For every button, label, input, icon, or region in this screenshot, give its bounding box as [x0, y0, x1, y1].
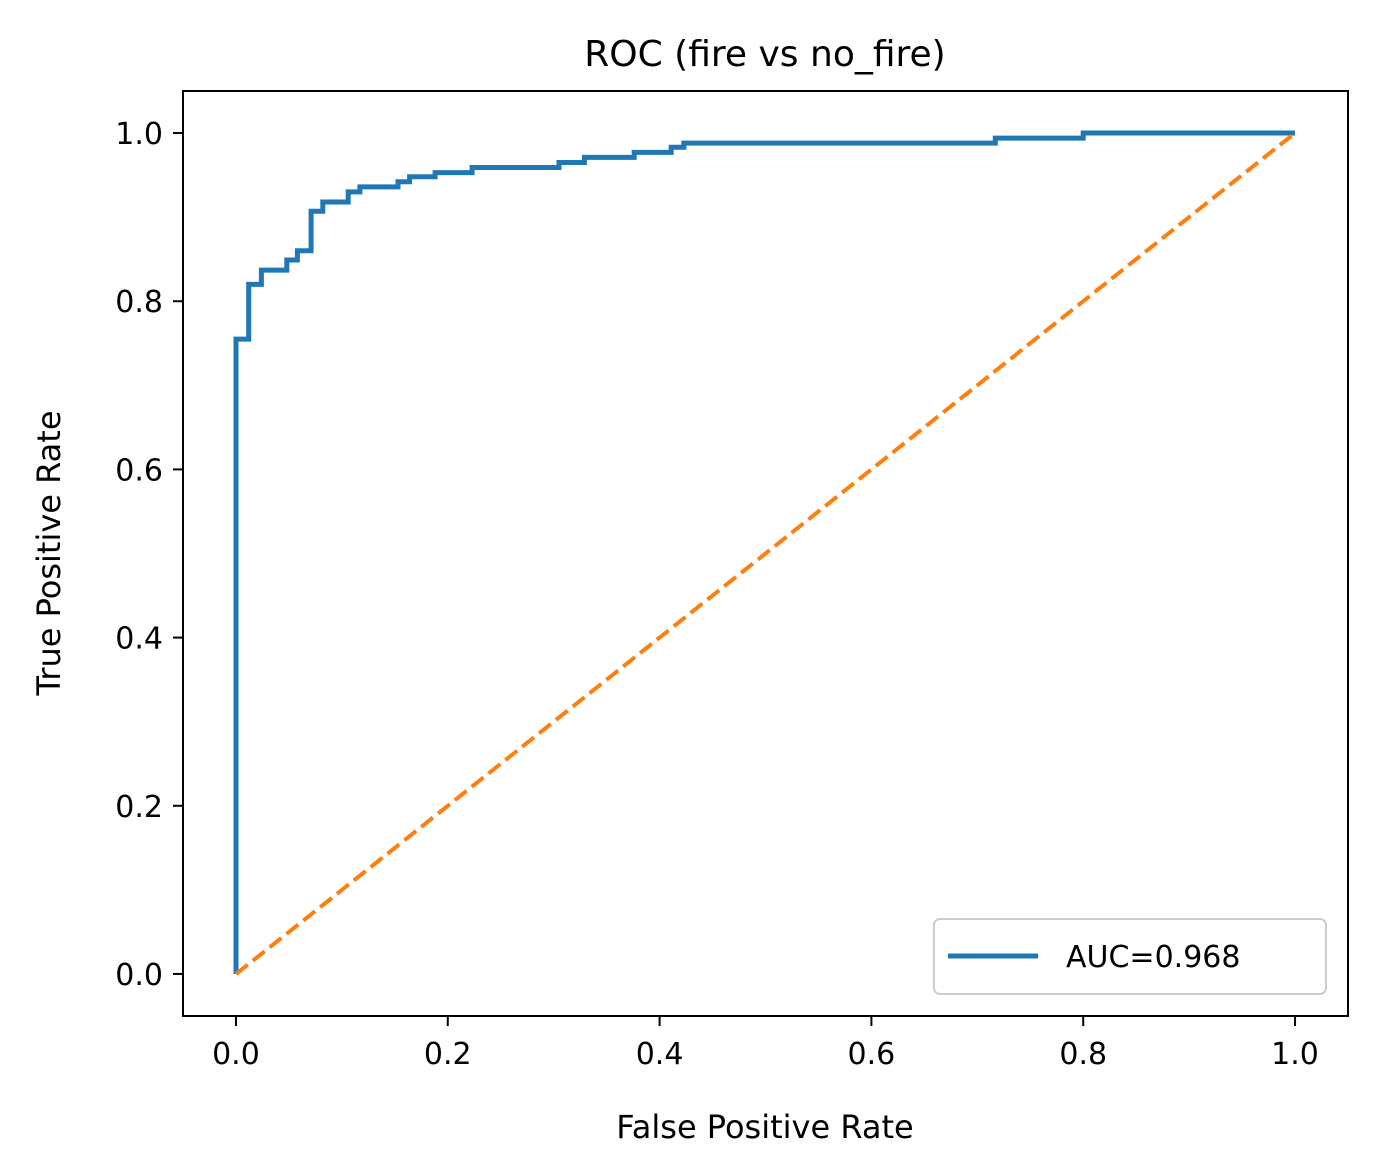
y-axis-title: True Positive Rate: [30, 410, 68, 696]
x-tick-label-0: 0.0: [212, 1037, 260, 1072]
x-tick-label-5: 1.0: [1271, 1037, 1319, 1072]
x-tick-label-4: 0.8: [1059, 1037, 1107, 1072]
x-axis-title: False Positive Rate: [616, 1108, 913, 1146]
x-tick-label-3: 0.6: [848, 1037, 896, 1072]
y-tick-label-1: 0.2: [115, 790, 163, 825]
y-tick-label-5: 1.0: [115, 117, 163, 152]
chance-line: [234, 131, 1297, 976]
x-tick-label-1: 0.2: [424, 1037, 472, 1072]
roc-curve-line: [233, 130, 1295, 974]
legend-label-auc: AUC=0.968: [1066, 940, 1240, 975]
chart-title: ROC (fire vs no_fire): [584, 34, 945, 75]
plot-frame: [182, 90, 1349, 1017]
plot-area: 0.0 0.2 0.4 0.6 0.8 1.0 0.0 0.2 0.4 0.6 0.8 1.0: [115, 90, 1349, 1072]
x-tick-label-2: 0.4: [636, 1037, 684, 1072]
y-tick-label-4: 0.8: [115, 285, 163, 320]
legend-frame: [933, 918, 1327, 995]
y-tick-label-0: 0.0: [115, 958, 163, 993]
legend: AUC=0.968: [933, 918, 1327, 995]
y-tick-label-3: 0.6: [115, 453, 163, 488]
y-tick-label-2: 0.4: [115, 622, 163, 657]
